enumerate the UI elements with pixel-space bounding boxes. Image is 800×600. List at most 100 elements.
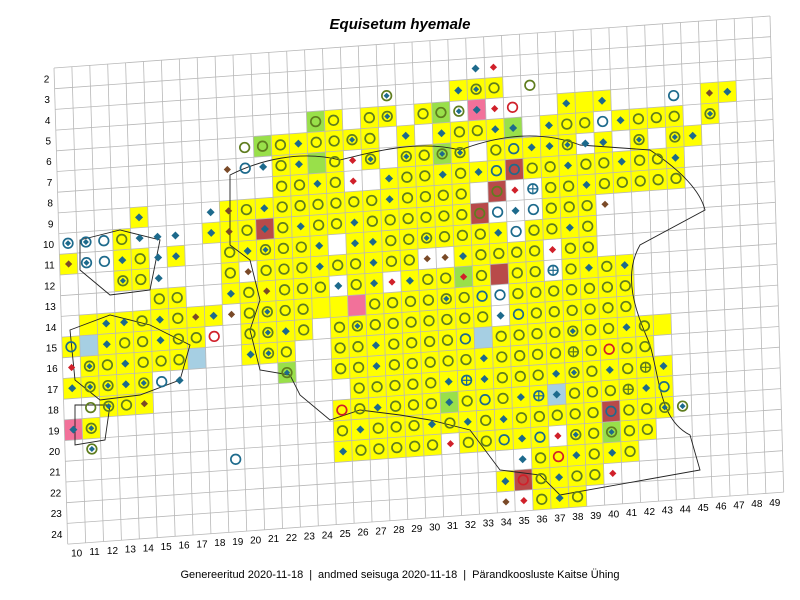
marker-26-13-olive-circle bbox=[350, 278, 362, 291]
marker-33-5-blue-diamond bbox=[472, 105, 481, 114]
marker-30-13-olive-circle bbox=[422, 273, 434, 286]
grid-cell-34-9 bbox=[487, 180, 507, 203]
marker-10-11-brown-diamond bbox=[65, 260, 73, 268]
grid-cell-37-11 bbox=[542, 217, 562, 240]
marker-38-14-olive-circle bbox=[565, 284, 578, 296]
grid-cell-20-9 bbox=[237, 198, 256, 221]
marker-11-18-olive-circle bbox=[85, 401, 97, 414]
marker-25-5-olive-circle bbox=[327, 114, 340, 126]
grid-cell-39-15 bbox=[580, 298, 600, 321]
marker-40-21-olive-circle bbox=[605, 426, 618, 438]
marker-21-15-blue-diamond bbox=[264, 329, 271, 336]
column-label: 28 bbox=[393, 525, 405, 536]
grid-cell-22-12 bbox=[274, 258, 294, 281]
grid-cell-29-11 bbox=[399, 228, 418, 251]
grid-line-vertical bbox=[143, 61, 158, 538]
marker-28-14-olive-circle bbox=[386, 297, 399, 309]
marker-19-14-brown-diamond bbox=[227, 310, 236, 318]
marker-36-22-olive-circle bbox=[534, 452, 547, 464]
marker-14-18-brown-diamond bbox=[140, 400, 148, 408]
marker-10-16-red-diamond bbox=[67, 363, 76, 372]
marker-19-21-blue-circle bbox=[230, 453, 242, 465]
grid-cell-39-16 bbox=[581, 318, 600, 341]
grid-cell-37-9 bbox=[541, 176, 560, 199]
grid-cell-32-14 bbox=[454, 286, 474, 309]
marker-34-7-olive-circle bbox=[490, 144, 502, 156]
marker-25-15-olive-circle bbox=[333, 321, 346, 333]
marker-15-10-blue-diamond bbox=[153, 232, 162, 241]
marker-38-18-olive-circle bbox=[568, 366, 580, 379]
marker-22-8-olive-circle bbox=[275, 180, 288, 192]
marker-16-17-blue-diamond bbox=[175, 376, 184, 385]
marker-33-11-olive-circle bbox=[474, 228, 486, 240]
grid-cell-29-18 bbox=[403, 373, 423, 396]
marker-21-14-blue-diamond bbox=[264, 308, 271, 315]
grid-cell-33-19 bbox=[475, 388, 495, 411]
marker-30-19-olive-circle bbox=[425, 397, 438, 410]
marker-10-10-blue-diamond bbox=[65, 240, 72, 247]
grid-cell-29-14 bbox=[401, 290, 420, 313]
marker-32-21-olive-circle bbox=[462, 436, 475, 449]
grid-line-vertical bbox=[626, 26, 641, 503]
column-label: 35 bbox=[519, 516, 531, 527]
grid-cell-23-14 bbox=[293, 298, 313, 321]
marker-25-7-olive-circle bbox=[329, 156, 341, 168]
grid-cell-32-6 bbox=[450, 120, 469, 143]
column-label: 11 bbox=[89, 547, 100, 558]
marker-41-13-blue-diamond bbox=[620, 261, 629, 270]
grid-cell-26-9 bbox=[344, 190, 364, 213]
marker-26-21-olive-circle bbox=[355, 444, 367, 456]
marker-30-15-olive-circle bbox=[423, 315, 435, 327]
column-label: 12 bbox=[107, 546, 119, 557]
grid-cell-28-15 bbox=[383, 312, 403, 335]
grid-cell-30-17 bbox=[420, 351, 440, 374]
marker-38-12-olive-circle bbox=[564, 242, 577, 254]
grid-line-vertical bbox=[161, 60, 176, 537]
marker-29-19-olive-circle bbox=[407, 399, 420, 411]
marker-34-14-blue-circle bbox=[494, 289, 506, 301]
row-label: 13 bbox=[45, 302, 57, 313]
marker-21-6-olive-circle bbox=[256, 140, 269, 152]
marker-24-5-olive-circle bbox=[309, 115, 322, 128]
marker-33-3-blue-diamond bbox=[471, 64, 480, 73]
grid-line-vertical bbox=[393, 43, 409, 520]
grid-cell-31-5 bbox=[431, 101, 451, 124]
grid-line-vertical bbox=[107, 64, 122, 541]
grid-cell-31-10 bbox=[434, 205, 454, 227]
marker-37-23-blue-diamond bbox=[555, 473, 564, 482]
grid-cell-27-18 bbox=[367, 375, 387, 398]
marker-34-24-brown-diamond bbox=[502, 498, 510, 506]
marker-41-20-olive-circle bbox=[623, 404, 635, 416]
marker-27-16-blue-diamond bbox=[371, 341, 380, 350]
marker-25-8-olive-circle bbox=[329, 176, 341, 189]
grid-cell-25-12 bbox=[328, 254, 347, 277]
marker-36-17-olive-circle bbox=[531, 348, 544, 361]
grid-line-vertical bbox=[322, 48, 337, 525]
grid-cell-33-6 bbox=[468, 119, 487, 142]
grid-cell-38-23 bbox=[567, 465, 587, 487]
marker-20-16-blue-diamond bbox=[246, 350, 255, 359]
marker-39-13-blue-diamond bbox=[584, 263, 593, 272]
marker-11-10-blue-diamond bbox=[82, 239, 89, 245]
marker-32-12-blue-diamond bbox=[459, 252, 468, 261]
marker-28-18-olive-circle bbox=[389, 379, 401, 392]
marker-35-12-olive-circle bbox=[511, 246, 523, 258]
marker-14-17-blue-diamond bbox=[140, 380, 147, 386]
grid-cell-35-8 bbox=[505, 158, 524, 181]
marker-39-18-olive-circle bbox=[586, 365, 598, 377]
marker-39-12-olive-circle bbox=[582, 241, 594, 253]
marker-29-7-olive-circle bbox=[400, 150, 412, 163]
marker-33-10-olive-circle bbox=[474, 207, 486, 220]
grid-cell-43-16 bbox=[653, 313, 672, 336]
grid-line-vertical bbox=[698, 21, 713, 498]
marker-31-15-olive-circle bbox=[441, 313, 453, 326]
grid-cell-24-6 bbox=[306, 131, 326, 154]
grid-cell-30-15 bbox=[419, 309, 439, 332]
markers-layer bbox=[62, 63, 732, 506]
grid-cell-35-14 bbox=[508, 282, 528, 305]
grid-cell-22-6 bbox=[271, 133, 290, 156]
row-label: 18 bbox=[48, 406, 60, 417]
grid-cell-25-16 bbox=[330, 337, 350, 359]
grid-cell-14-16 bbox=[133, 351, 153, 374]
marker-39-6-olive-circle bbox=[579, 117, 591, 129]
